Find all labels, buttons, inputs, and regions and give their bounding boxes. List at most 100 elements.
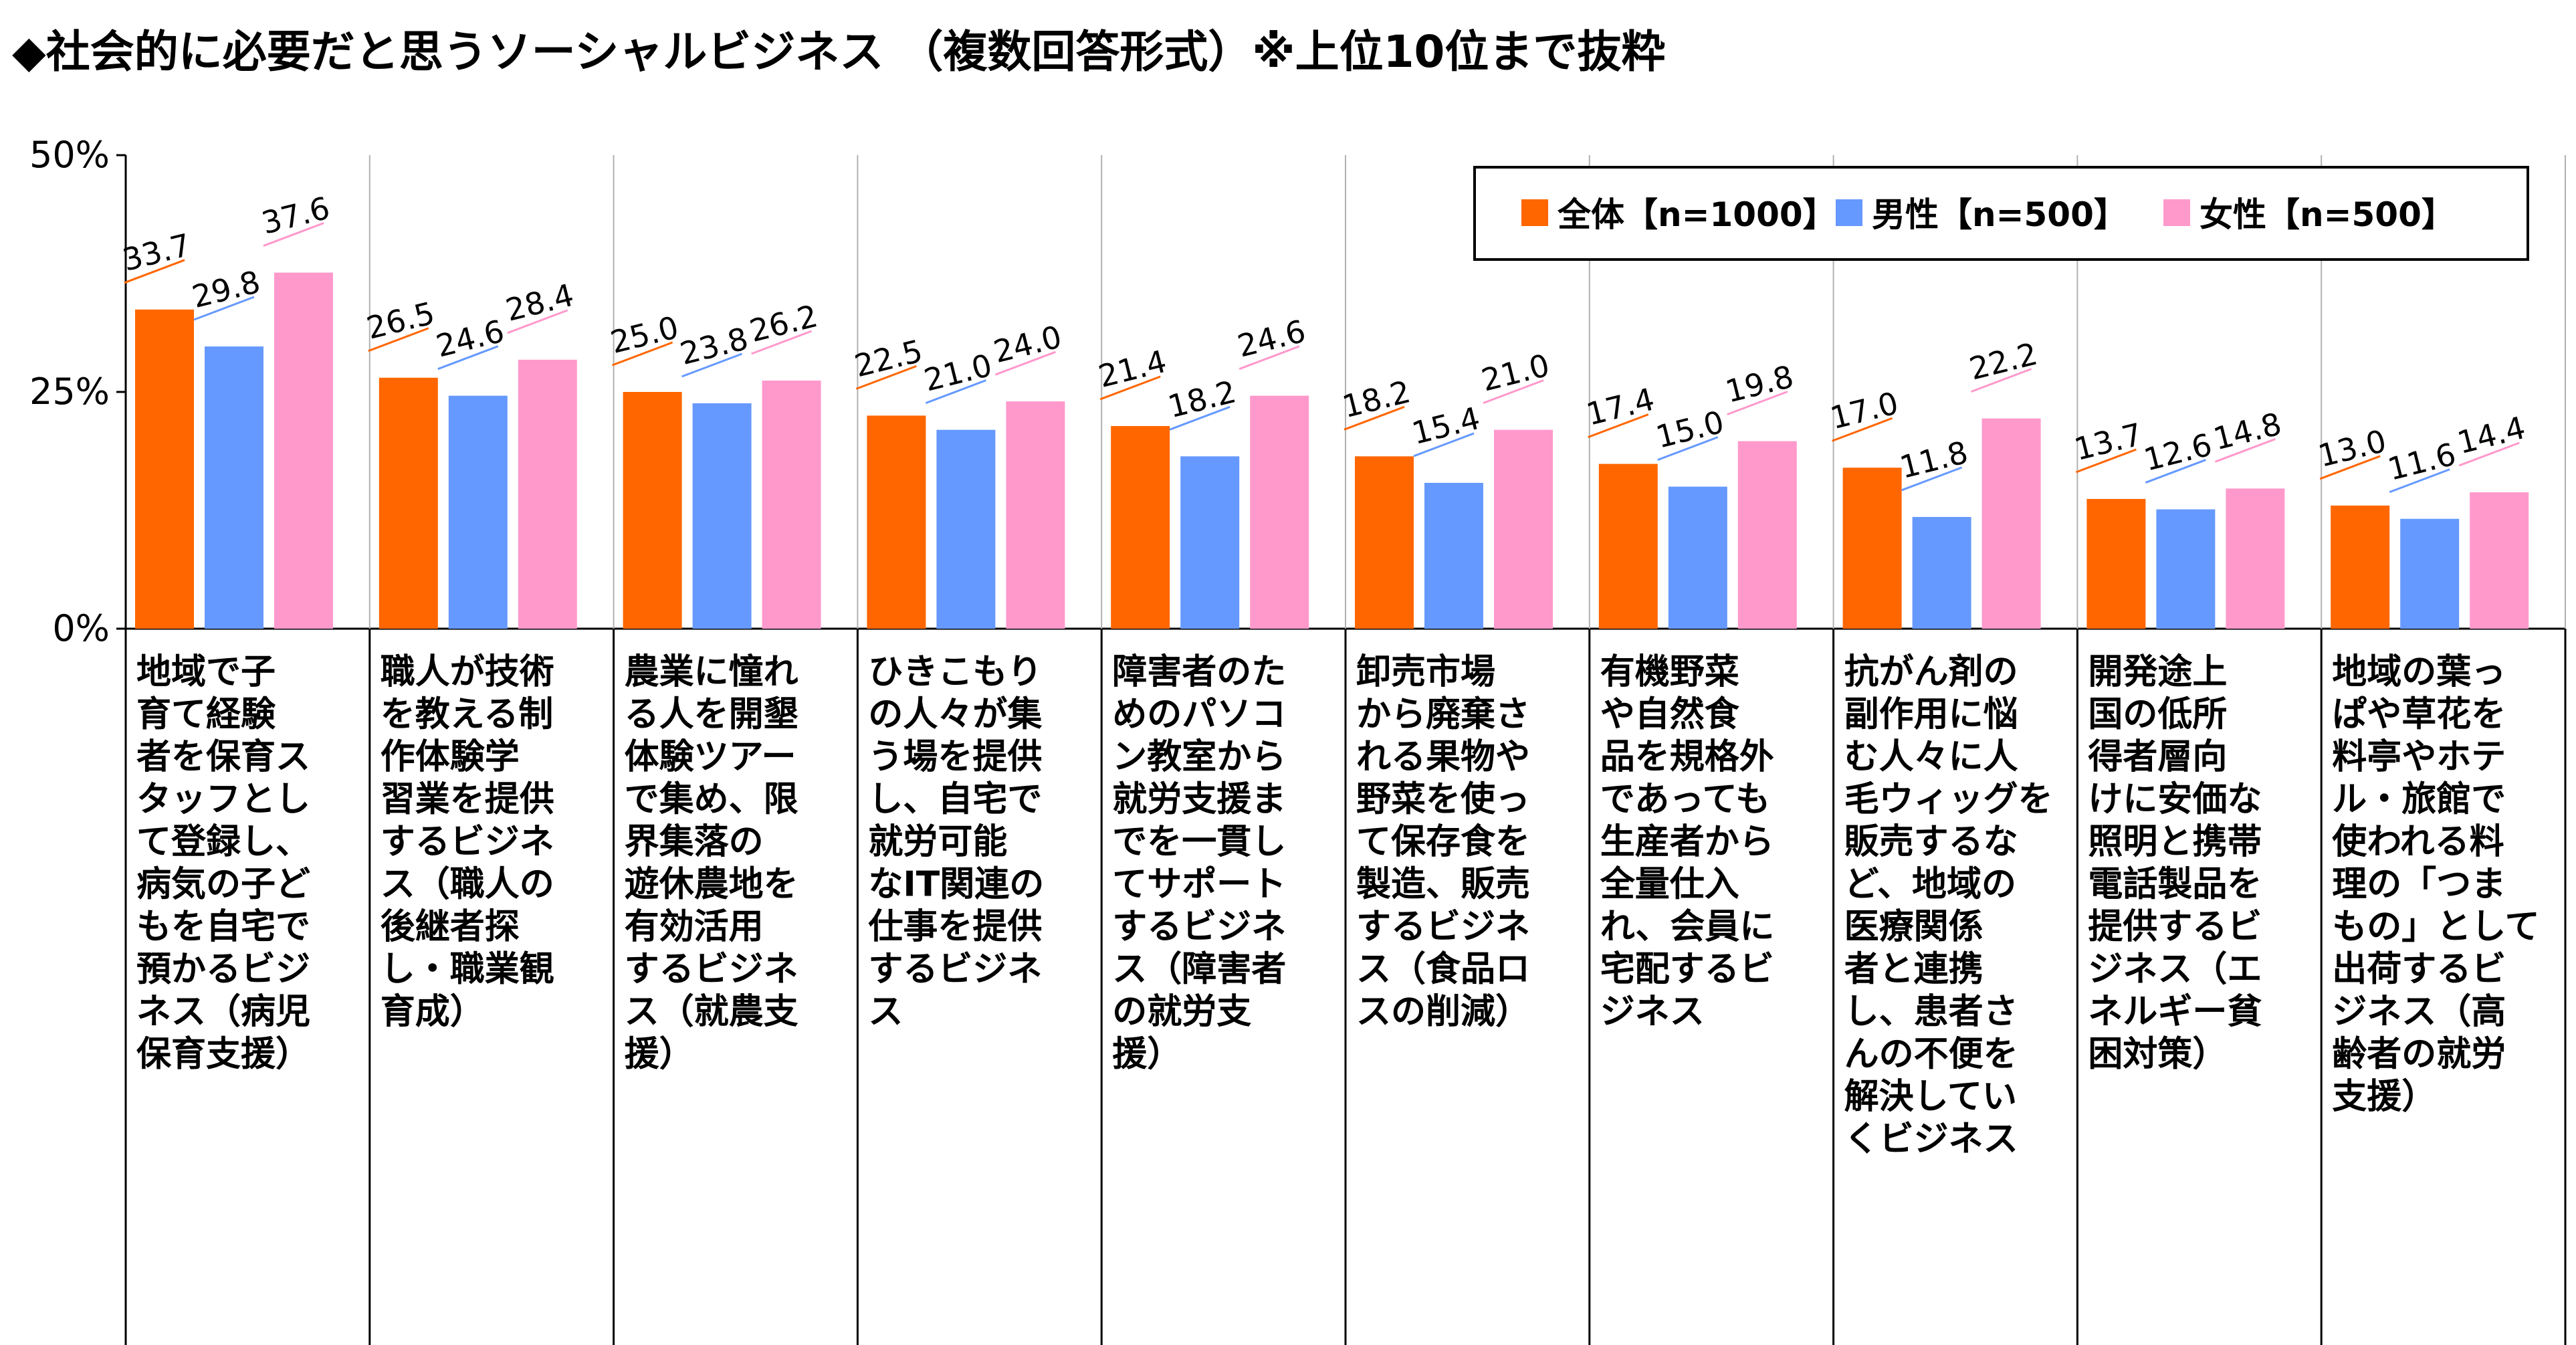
data-label-leader xyxy=(1483,379,1544,405)
x-tick-label-line: 職人が技術 xyxy=(381,652,554,692)
x-tick-label-line: 体験ツアー xyxy=(625,737,796,777)
data-label-leader xyxy=(1832,417,1893,442)
data-label-leader xyxy=(994,350,1056,376)
x-tick-label-line: 理の「つま xyxy=(2332,865,2506,905)
data-label-leader xyxy=(193,296,255,321)
x-tick-label-line: し、患者さ xyxy=(1844,992,2018,1032)
x-tick-label-line: てサポート xyxy=(1112,865,1286,905)
x-tick-label: 開発途上国の低所得者層向けに安価な照明と携帯電話製品を提供するビジネス（エネルギ… xyxy=(2088,652,2262,1075)
x-tick-label-line: 電話製品を xyxy=(2088,865,2262,905)
x-tick-label-line: 毛ウィッグを xyxy=(1844,780,2053,820)
x-tick-label-line: 就労可能 xyxy=(868,822,1007,862)
x-tick-label-line: 農業に憧れ xyxy=(625,652,798,692)
x-tick-label-line: れ、会員に xyxy=(1600,907,1775,947)
y-tick-label: 50% xyxy=(29,134,110,176)
x-tick-label-line: ス（職人の xyxy=(381,865,554,905)
x-tick-label-line: ネルギー貧 xyxy=(2088,992,2262,1032)
x-tick-label-line: 地域で子 xyxy=(136,652,276,692)
plot-area: 50%25%0%33.726.5 25.0 22.5 21.418.2 17.4 17.0… xyxy=(29,134,2567,1345)
x-tick-label-line: 遊休農地を xyxy=(625,865,798,905)
x-tick-label-line: し、自宅で xyxy=(868,780,1042,820)
x-tick-label-line: するビジネ xyxy=(381,822,554,862)
legend-label: 全体【n=1000】 xyxy=(1557,195,1836,234)
x-tick-label-line: る人を開墾 xyxy=(625,695,798,735)
data-label-leader xyxy=(1099,375,1161,401)
x-tick-label-line: んの不便を xyxy=(1844,1035,2018,1075)
x-tick-label-line: 有機野菜 xyxy=(1600,652,1739,692)
x-tick-label-line: もの」として xyxy=(2332,907,2539,947)
bar xyxy=(379,377,438,629)
legend-label: 女性【n=500】 xyxy=(2199,195,2455,234)
x-tick-label-line: ジネス xyxy=(1600,992,1705,1032)
data-label-leader xyxy=(263,222,324,247)
data-label-leader xyxy=(1344,405,1405,431)
data-label-leader xyxy=(1588,413,1649,439)
bar xyxy=(274,272,333,629)
x-tick-label-line: 国の低所 xyxy=(2088,695,2227,735)
x-tick-label-line: ス（障害者 xyxy=(1112,950,1286,990)
x-tick-label-line: 販売するな xyxy=(1844,822,2018,862)
x-tick-label: 卸売市場から廃棄される果物や野菜を使って保存食を製造、販売するビジネス（食品ロス… xyxy=(1356,652,1530,1032)
x-tick-label: 有機野菜や自然食品を規格外であっても生産者から全量仕入れ、会員に宅配するビジネス xyxy=(1600,652,1775,1032)
x-tick-label-line: 得者層向 xyxy=(2088,737,2227,777)
x-tick-label-line: 有効活用 xyxy=(625,907,764,947)
data-label-leader xyxy=(925,379,986,405)
legend-swatch xyxy=(2163,199,2190,226)
x-tick-label-line: するビジネ xyxy=(1356,907,1530,947)
x-tick-label-line: て登録し、 xyxy=(136,822,310,862)
bar xyxy=(2226,488,2285,629)
data-label-leader xyxy=(1901,466,1963,492)
x-tick-label-line: 育成） xyxy=(381,992,485,1032)
x-tick-label-line: ジネス（エ xyxy=(2088,950,2262,990)
x-tick-label-line: 照明と携帯 xyxy=(2088,822,2262,862)
x-tick-label-line: 製造、販売 xyxy=(1356,865,1530,905)
x-tick-label: 農業に憧れる人を開墾体験ツアーで集め、限界集落の遊休農地を有効活用するビジネス（… xyxy=(625,652,798,1075)
x-tick-label-line: ス（食品ロ xyxy=(1356,950,1530,990)
x-tick-label-line: 解決してい xyxy=(1844,1077,2017,1117)
x-tick-label-line: タッフとし xyxy=(136,780,310,820)
data-label-leader xyxy=(437,345,499,371)
x-tick-label: 障害者のためのパソコン教室から就労支援までを一貫してサポートするビジネス（障害者… xyxy=(1112,652,1286,1075)
bar xyxy=(623,392,682,629)
bar xyxy=(2400,518,2460,629)
x-tick-label-line: ス（就農支 xyxy=(625,992,798,1032)
bar xyxy=(867,415,926,629)
x-tick-label-line: 齢者の就労 xyxy=(2332,1035,2506,1075)
x-tick-label-line: なIT関連の xyxy=(868,865,1044,905)
x-tick-label-line: や自然食 xyxy=(1600,695,1740,735)
data-label-leader xyxy=(368,327,429,352)
bar xyxy=(1842,468,1902,629)
x-tick-label-line: 界集落の xyxy=(625,822,764,862)
x-tick-label-line: 者を保育ス xyxy=(136,737,310,777)
data-label-leader xyxy=(612,341,673,367)
x-tick-label-line: めのパソコ xyxy=(1112,695,1286,735)
x-tick-label-line: ぱや草花を xyxy=(2332,695,2506,735)
bar xyxy=(1494,429,1553,629)
y-tick-label: 25% xyxy=(29,371,110,413)
bar xyxy=(1111,425,1170,629)
x-tick-label-line: ど、地域の xyxy=(1844,865,2016,905)
x-tick-label-line: 生産者から xyxy=(1600,822,1774,862)
bar xyxy=(135,309,194,629)
legend-swatch xyxy=(1836,199,1862,226)
bar xyxy=(1737,441,1797,629)
data-label-leader xyxy=(1239,345,1300,371)
x-tick-label-line: 副作用に悩 xyxy=(1844,695,2018,735)
x-tick-label-line: くビジネス xyxy=(1844,1120,2018,1160)
x-tick-label-line: れる果物や xyxy=(1356,737,1530,777)
bar xyxy=(1006,401,1065,629)
data-label-leader xyxy=(1657,436,1719,461)
data-label-leader xyxy=(1971,368,2032,393)
x-tick-label-line: の就労支 xyxy=(1112,992,1251,1032)
data-label-leader xyxy=(2389,468,2450,494)
bar xyxy=(2086,499,2146,629)
x-tick-label-line: 開発途上 xyxy=(2088,652,2227,692)
data-label-leader xyxy=(855,365,917,390)
x-tick-label-line: 病気の子ど xyxy=(136,865,310,905)
data-label-leader xyxy=(2458,441,2520,467)
x-tick-label-line: て保存食を xyxy=(1356,822,1530,862)
bar xyxy=(1355,456,1414,629)
x-tick-label: 職人が技術を教える制作体験学習業を提供するビジネス（職人の後継者探し・職業観育成… xyxy=(381,652,554,1032)
x-tick-label-line: 者と連携 xyxy=(1844,950,1983,990)
